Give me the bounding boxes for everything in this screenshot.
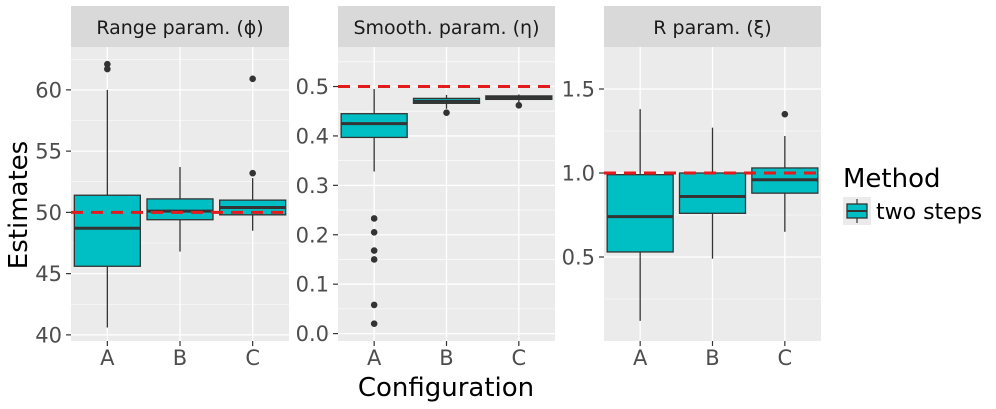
y-tick-label: 0.1 (296, 273, 329, 297)
outlier-point (104, 60, 111, 68)
y-tick-label: 0.0 (296, 322, 329, 346)
facet-strip-label: Range param. (ϕ) (96, 17, 263, 39)
outlier-point (443, 109, 450, 117)
x-axis-title: Configuration (358, 373, 534, 403)
y-tick-label: 40 (35, 323, 62, 347)
y-tick-label: 45 (35, 262, 62, 286)
x-tick-label: A (633, 346, 648, 370)
y-tick-label: 0.3 (296, 174, 329, 198)
box-iqr (678, 172, 747, 214)
outlier-point (370, 228, 378, 236)
y-tick-label: 1.0 (562, 162, 595, 186)
y-axis-title: Estimates (4, 141, 34, 269)
x-tick-label: A (367, 346, 382, 370)
y-tick-label: 60 (35, 78, 62, 102)
box-A (73, 60, 141, 328)
x-tick-label: C (245, 346, 260, 370)
facet-2: Smooth. param. (η) 0.0 0.1 0.2 0.3 0.4 0.5 A B C (296, 6, 555, 370)
x-tick-label: C (777, 346, 792, 370)
outlier-point (370, 215, 378, 222)
facet-3: R param. (ξ) 0.5 1.0 1.5 A B C (562, 6, 821, 370)
outlier-point (370, 301, 378, 309)
outlier-point (370, 256, 378, 263)
y-tick-label: 0.5 (296, 75, 329, 99)
y-tick-label: 0.2 (296, 223, 329, 247)
box-iqr (146, 198, 214, 221)
facet-1: Range param. (ϕ) 40 45 50 55 60 A B C (35, 6, 289, 370)
box-A (606, 109, 674, 321)
x-tick-label: C (511, 346, 526, 370)
facet-strip (604, 6, 821, 47)
x-tick-label: A (100, 346, 115, 370)
legend: Method two steps (843, 164, 982, 225)
y-tick-label: 0.4 (296, 124, 329, 148)
box-iqr (606, 174, 674, 253)
outlier-point (249, 169, 256, 177)
box-iqr (73, 194, 141, 267)
box-C (485, 94, 553, 109)
outlier-point (249, 75, 256, 83)
box-B (412, 94, 481, 117)
x-tick-label: B (439, 346, 453, 370)
facet-strip (338, 6, 555, 47)
box-iqr (340, 113, 408, 139)
box-A (340, 89, 408, 328)
x-tick-label: B (173, 346, 187, 370)
legend-label-two-steps: two steps (876, 200, 982, 225)
outlier-point (781, 110, 789, 118)
legend-title: Method (843, 164, 941, 194)
outlier-point (370, 320, 378, 328)
y-tick-label: 50 (35, 201, 62, 225)
outlier-point (515, 102, 523, 109)
outlier-point (370, 247, 378, 254)
facet-strip-label: Smooth. param. (η) (353, 17, 539, 39)
y-tick-label: 55 (35, 140, 62, 164)
y-tick-label: 0.5 (562, 246, 595, 270)
x-tick-label: B (705, 346, 719, 370)
facet-strip (71, 6, 289, 47)
outlier-point (104, 65, 111, 73)
facet-strip-label: R param. (ξ) (653, 17, 771, 39)
y-tick-label: 1.5 (562, 78, 595, 102)
